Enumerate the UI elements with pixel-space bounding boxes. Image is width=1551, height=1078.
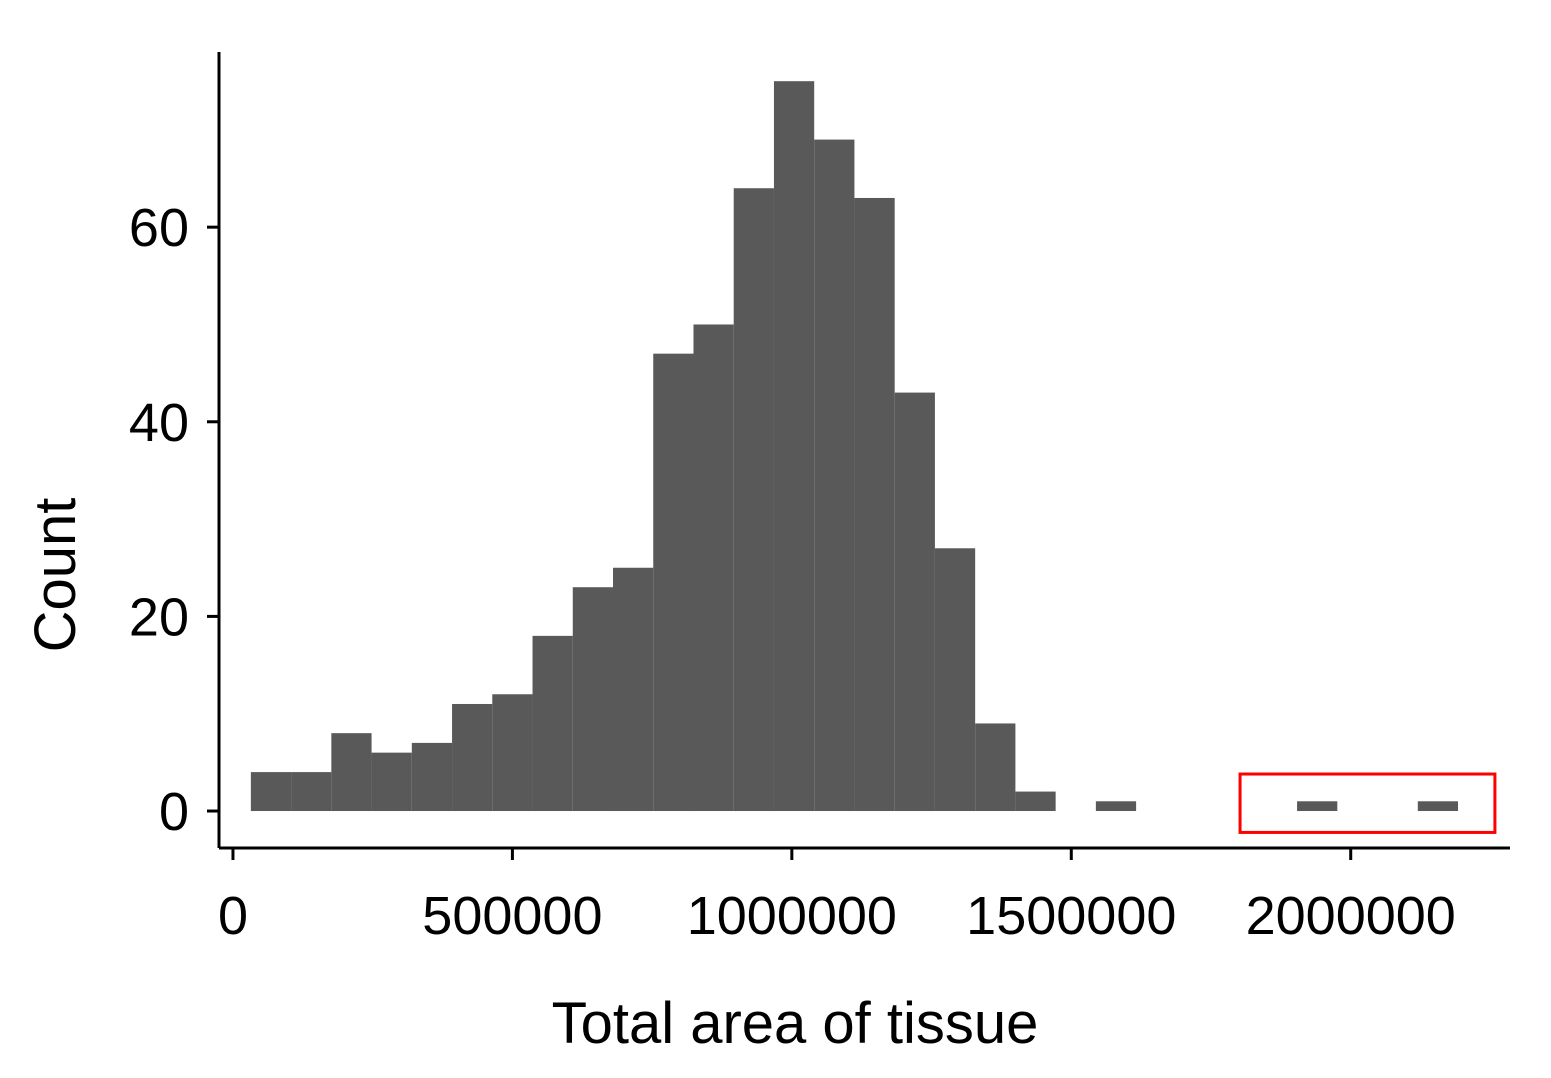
histogram-bar [411, 742, 453, 812]
histogram-bar [452, 703, 493, 812]
histogram-bar [1095, 801, 1137, 812]
axes-layer [217, 52, 1510, 850]
y-tick-label: 0 [159, 782, 189, 842]
histogram-bar [934, 548, 976, 812]
y-tick-label: 60 [129, 198, 189, 258]
x-tick-label: 1500000 [966, 886, 1176, 946]
histogram-bar [371, 752, 412, 812]
y-tick-label: 20 [129, 587, 189, 647]
histogram-bar [773, 81, 815, 812]
histogram-bar [693, 324, 734, 812]
histogram-bar [572, 587, 614, 812]
histogram-bar [492, 694, 533, 812]
histogram-bar [975, 723, 1016, 812]
histogram-bar [291, 772, 332, 812]
histogram-bar [532, 635, 573, 812]
histogram-bar [814, 139, 855, 812]
y-axis-title: Count [23, 498, 88, 653]
histogram-bar [894, 392, 935, 812]
x-axis-title: Total area of tissue [552, 991, 1039, 1056]
histogram-bar [613, 567, 654, 812]
x-tick-label: 1000000 [687, 886, 897, 946]
ticks-layer: 0 500000 1000000 1500000 2000000 0 20 40 60 [129, 198, 1456, 946]
histogram-bar [1015, 791, 1056, 812]
histogram-bar [250, 772, 292, 812]
histogram-bar [653, 353, 694, 812]
y-tick-label: 40 [129, 393, 189, 453]
histogram-bar [733, 188, 774, 812]
histogram-bar [331, 733, 372, 812]
highlight-box [1238, 772, 1497, 834]
x-tick-label: 0 [218, 886, 248, 946]
bars-layer [250, 81, 1459, 812]
histogram-bar [1417, 801, 1459, 812]
histogram-bar [1297, 801, 1338, 812]
x-tick-label: 500000 [422, 886, 602, 946]
highlight-layer [1238, 772, 1497, 834]
x-tick-label: 2000000 [1246, 886, 1456, 946]
histogram-bar [854, 197, 895, 812]
